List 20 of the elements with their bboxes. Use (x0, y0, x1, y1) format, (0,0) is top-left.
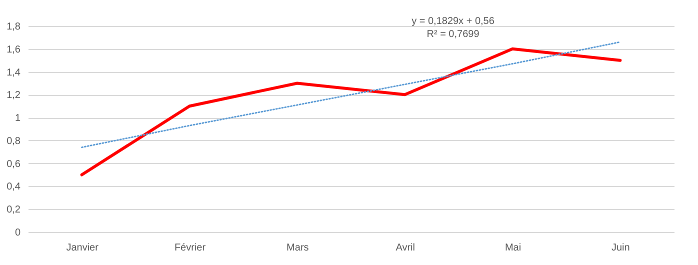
y-tick-label: 0,8 (6, 136, 21, 147)
y-tick-label: 1,6 (6, 44, 21, 56)
y-tick-label: 0,4 (6, 182, 21, 193)
y-tick-label: 0,6 (6, 158, 21, 170)
x-tick-label: Juin (611, 242, 630, 254)
x-tick-label: Février (174, 242, 206, 254)
x-tick-label: Avril (396, 242, 415, 254)
x-tick-label: Mai (504, 242, 522, 254)
y-tick-label: 1,4 (6, 67, 21, 78)
x-tick-label: Janvier (66, 242, 100, 254)
annotation: R² = 0,7699 (426, 29, 480, 40)
y-tick-label: 1,8 (6, 22, 21, 32)
line-series (80, 47, 622, 176)
y-tick-label: 0 (14, 228, 21, 238)
y-tick-label: 1 (14, 113, 21, 124)
y-tick-label: 1,2 (6, 90, 21, 102)
x-tick-label: Mars (286, 242, 309, 254)
line-series (81, 41, 621, 148)
y-tick-label: 0,2 (6, 204, 21, 216)
annotation: y = 0,1829x + 0,56 (412, 16, 495, 27)
